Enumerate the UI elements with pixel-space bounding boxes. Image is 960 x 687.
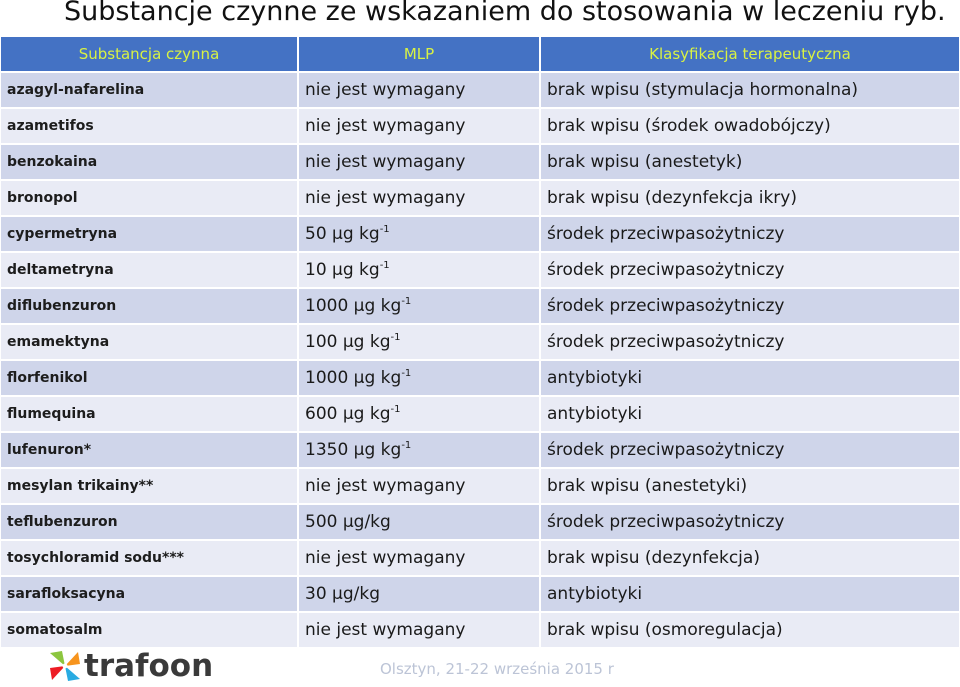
classification-cell: brak wpisu (anestetyk): [541, 143, 959, 179]
mlp-cell: nie jest wymagany: [299, 467, 541, 503]
classification-cell: antybiotyki: [541, 575, 959, 611]
mlp-cell: 100 µg kg-1: [299, 323, 541, 359]
table-row: emamektyna 100 µg kg-1 środek przeciwpasoż…: [1, 323, 959, 359]
mlp-cell: nie jest wymagany: [299, 107, 541, 143]
column-header-mlp: MLP: [299, 37, 541, 71]
mlp-cell: 500 µg/kg: [299, 503, 541, 539]
mlp-cell: 30 µg/kg: [299, 575, 541, 611]
mlp-value: nie jest wymagany: [305, 152, 466, 172]
classification-cell: środek przeciwpasożytniczy: [541, 503, 959, 539]
classification-cell: brak wpisu (dezynfekcja): [541, 539, 959, 575]
mlp-unit-exponent: -1: [401, 368, 412, 379]
substance-name-cell: flumequina: [1, 395, 299, 431]
classification-cell: środek przeciwpasożytniczy: [541, 215, 959, 251]
trafoon-logo: trafoon: [48, 648, 213, 684]
mlp-value: nie jest wymagany: [305, 476, 466, 496]
mlp-value: nie jest wymagany: [305, 548, 466, 568]
mlp-value: nie jest wymagany: [305, 188, 466, 208]
mlp-cell: nie jest wymagany: [299, 71, 541, 107]
classification-cell: środek przeciwpasożytniczy: [541, 323, 959, 359]
table-row: sarafloksacyna 30 µg/kg antybiotyki: [1, 575, 959, 611]
classification-cell: brak wpisu (stymulacja hormonalna): [541, 71, 959, 107]
classification-cell: środek przeciwpasożytniczy: [541, 431, 959, 467]
mlp-cell: 1350 µg kg-1: [299, 431, 541, 467]
substances-table: Substancja czynna MLP Klasyfikacja terap…: [1, 37, 959, 647]
substance-name-cell: sarafloksacyna: [1, 575, 299, 611]
table-row: flumequina 600 µg kg-1 antybiotyki: [1, 395, 959, 431]
substance-name-cell: cypermetryna: [1, 215, 299, 251]
table-row: benzokaina nie jest wymagany brak wpisu (a…: [1, 143, 959, 179]
table-row: azametifos nie jest wymagany brak wpisu (ś…: [1, 107, 959, 143]
mlp-cell: 50 µg kg-1: [299, 215, 541, 251]
mlp-unit-exponent: -1: [379, 260, 390, 271]
mlp-unit-exponent: -1: [401, 440, 412, 451]
substance-name-cell: lufenuron*: [1, 431, 299, 467]
substance-name-cell: teflubenzuron: [1, 503, 299, 539]
classification-cell: brak wpisu (osmoregulacja): [541, 611, 959, 647]
substance-name-cell: mesylan trikainy**: [1, 467, 299, 503]
table-row: florfenikol 1000 µg kg-1 antybiotyki: [1, 359, 959, 395]
mlp-value: 100 µg kg: [305, 332, 391, 352]
mlp-value: nie jest wymagany: [305, 80, 466, 100]
table-row: diflubenzuron 1000 µg kg-1 środek przeciwp…: [1, 287, 959, 323]
classification-cell: brak wpisu (anestetyki): [541, 467, 959, 503]
table-header-row: Substancja czynna MLP Klasyfikacja terap…: [1, 37, 959, 71]
slide-title: Substancje czynne ze wskazaniem do stoso…: [64, 0, 946, 27]
mlp-value: nie jest wymagany: [305, 620, 466, 640]
mlp-value: nie jest wymagany: [305, 116, 466, 136]
substance-name-cell: deltametryna: [1, 251, 299, 287]
substance-name-cell: somatosalm: [1, 611, 299, 647]
mlp-cell: nie jest wymagany: [299, 539, 541, 575]
mlp-unit-exponent: -1: [390, 332, 401, 343]
substance-name-cell: benzokaina: [1, 143, 299, 179]
table-row: cypermetryna 50 µg kg-1 środek przeciwpaso…: [1, 215, 959, 251]
mlp-value: 1350 µg kg: [305, 440, 402, 460]
table-row: bronopol nie jest wymagany brak wpisu (dez…: [1, 179, 959, 215]
table-row: deltametryna 10 µg kg-1 środek przeciwpaso…: [1, 251, 959, 287]
table-row: teflubenzuron 500 µg/kg środek przeciwpaso…: [1, 503, 959, 539]
mlp-unit-exponent: -1: [401, 296, 412, 307]
mlp-value: 10 µg kg: [305, 260, 380, 280]
substance-name-cell: florfenikol: [1, 359, 299, 395]
mlp-cell: 600 µg kg-1: [299, 395, 541, 431]
mlp-unit-exponent: -1: [390, 404, 401, 415]
substance-name-cell: azagyl-nafarelina: [1, 71, 299, 107]
mlp-unit-exponent: -1: [379, 224, 390, 235]
mlp-value: 600 µg kg: [305, 404, 391, 424]
mlp-value: 50 µg kg: [305, 224, 380, 244]
table-row: lufenuron* 1350 µg kg-1 środek przeciwpaso…: [1, 431, 959, 467]
table-row: tosychloramid sodu*** nie jest wymagany br…: [1, 539, 959, 575]
column-header-classification: Klasyfikacja terapeutyczna: [541, 37, 959, 71]
mlp-cell: nie jest wymagany: [299, 143, 541, 179]
mlp-cell: 10 µg kg-1: [299, 251, 541, 287]
footer-event-text: Olsztyn, 21-22 września 2015 r: [380, 660, 614, 678]
mlp-value: 500 µg/kg: [305, 512, 391, 532]
substance-name-cell: emamektyna: [1, 323, 299, 359]
substance-name-cell: tosychloramid sodu***: [1, 539, 299, 575]
table-row: mesylan trikainy** nie jest wymagany brak …: [1, 467, 959, 503]
logo-text: trafoon: [84, 648, 214, 684]
mlp-cell: nie jest wymagany: [299, 179, 541, 215]
mlp-cell: nie jest wymagany: [299, 611, 541, 647]
column-header-substance: Substancja czynna: [1, 37, 299, 71]
table-row: azagyl-nafarelina nie jest wymagany brak w…: [1, 71, 959, 107]
mlp-value: 30 µg/kg: [305, 584, 381, 604]
substance-name-cell: bronopol: [1, 179, 299, 215]
mlp-value: 1000 µg kg: [305, 296, 402, 316]
table-row: somatosalm nie jest wymagany brak wpisu (o…: [1, 611, 959, 647]
mlp-value: 1000 µg kg: [305, 368, 402, 388]
classification-cell: środek przeciwpasożytniczy: [541, 251, 959, 287]
classification-cell: brak wpisu (dezynfekcja ikry): [541, 179, 959, 215]
classification-cell: brak wpisu (środek owadobójczy): [541, 107, 959, 143]
mlp-cell: 1000 µg kg-1: [299, 359, 541, 395]
pinwheel-icon: [50, 651, 80, 681]
classification-cell: antybiotyki: [541, 359, 959, 395]
substance-name-cell: azametifos: [1, 107, 299, 143]
classification-cell: środek przeciwpasożytniczy: [541, 287, 959, 323]
mlp-cell: 1000 µg kg-1: [299, 287, 541, 323]
classification-cell: antybiotyki: [541, 395, 959, 431]
substance-name-cell: diflubenzuron: [1, 287, 299, 323]
